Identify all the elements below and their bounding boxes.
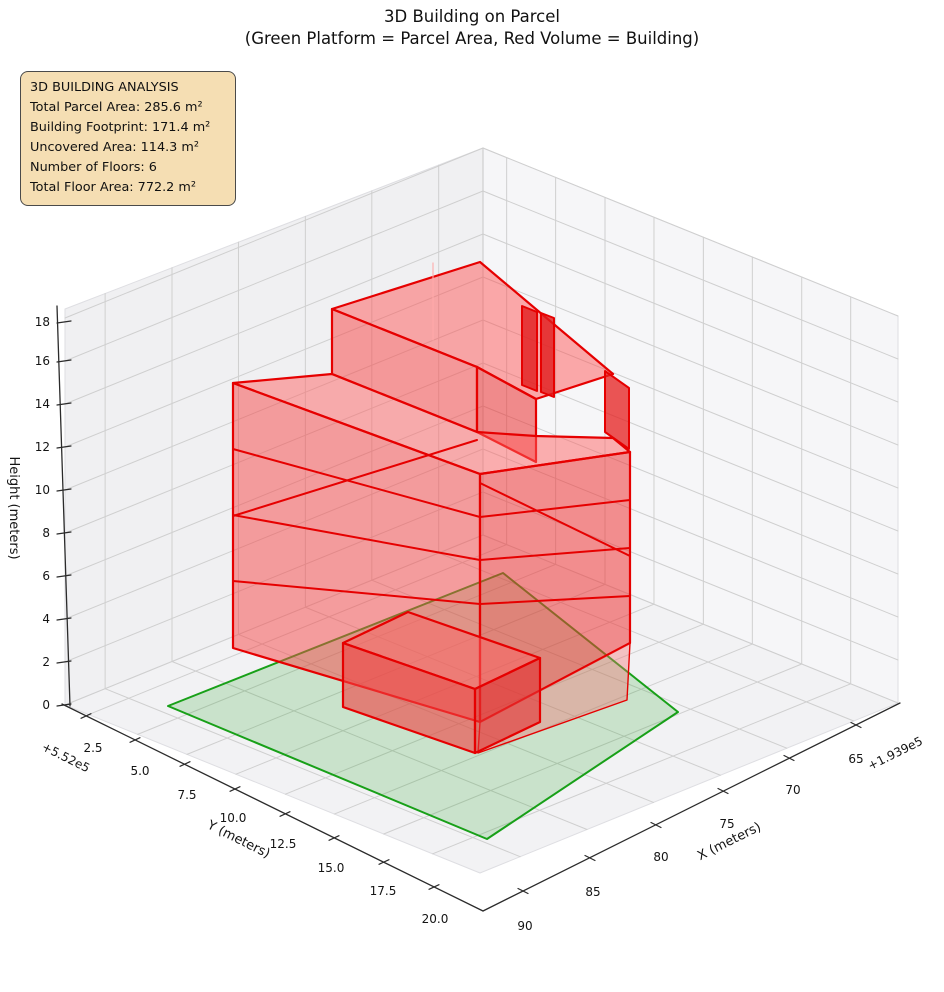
analysis-line: Building Footprint: 171.4 m² xyxy=(30,120,211,135)
analysis-line: Uncovered Area: 114.3 m² xyxy=(30,140,199,155)
z-axis-line xyxy=(56,305,71,707)
y-tick-label: 10.0 xyxy=(220,811,247,825)
building-floor-ring-behind xyxy=(232,439,478,517)
y-tick-label: 20.0 xyxy=(422,912,449,926)
grid-x-floor xyxy=(104,688,521,858)
grid-y-floor xyxy=(432,683,852,855)
analysis-line: Total Parcel Area: 285.6 m² xyxy=(30,100,203,115)
x-tick-label: 80 xyxy=(653,850,668,864)
x-tick-mark xyxy=(584,854,596,862)
z-tick-mark xyxy=(56,574,72,578)
x-axis-line xyxy=(482,702,901,912)
y-tick-label: 5.0 xyxy=(130,764,149,778)
y-tick-label: 15.0 xyxy=(318,861,345,875)
x-tick-mark xyxy=(517,887,529,895)
chart-title: 3D Building on Parcel (Green Platform = … xyxy=(0,6,944,50)
building-floor-line xyxy=(479,547,631,561)
building-floor-line xyxy=(479,499,631,518)
y-tick-label: 7.5 xyxy=(177,788,196,802)
z-tick-label: 14 xyxy=(35,397,50,411)
x-tick-mark xyxy=(717,787,729,795)
chart-title-line1: 3D Building on Parcel xyxy=(384,7,560,26)
z-tick-mark xyxy=(56,359,72,363)
y-tick-mark xyxy=(378,859,390,865)
grid-z-right xyxy=(482,190,899,360)
x-axis-offset-text: +1.939e5 xyxy=(865,734,924,773)
z-tick-label: 12 xyxy=(35,440,50,454)
z-tick-mark xyxy=(56,531,72,535)
z-tick-label: 4 xyxy=(42,612,50,626)
y-tick-label: 2.5 xyxy=(83,741,102,755)
z-tick-label: 8 xyxy=(42,526,50,540)
z-tick-mark xyxy=(56,320,72,324)
building-floor-line xyxy=(479,595,631,605)
grid-z-right xyxy=(482,405,899,575)
building-wing-right xyxy=(473,656,542,755)
z-tick-label: 0 xyxy=(42,698,50,712)
building-floor-line xyxy=(232,514,481,561)
z-tick-mark xyxy=(56,488,72,492)
y-tick-mark xyxy=(428,884,440,890)
y-tick-mark xyxy=(328,835,340,841)
x-tick-label: 75 xyxy=(719,817,734,831)
x-tick-mark xyxy=(783,754,795,762)
grid-z-left xyxy=(64,147,484,319)
grid-z-left xyxy=(64,233,484,405)
grid-z-right xyxy=(482,233,899,403)
y-tick-mark xyxy=(80,713,92,719)
grid-z-left xyxy=(64,190,484,362)
x-tick-mark xyxy=(850,721,862,729)
z-tick-label: 16 xyxy=(35,354,50,368)
building-slab-right xyxy=(604,370,630,450)
building-floor-ring-behind xyxy=(479,482,631,557)
y-tick-mark xyxy=(179,761,191,767)
grid-y-floor xyxy=(383,663,803,835)
z-tick-mark xyxy=(56,703,72,707)
z-tick-mark xyxy=(56,445,72,449)
z-tick-mark xyxy=(56,617,72,621)
x-tick-label: 85 xyxy=(585,885,600,899)
z-axis-label: Height (meters) xyxy=(6,456,21,559)
z-tick-mark xyxy=(56,402,72,406)
y-tick-mark xyxy=(129,737,141,743)
analysis-line: Total Floor Area: 772.2 m² xyxy=(30,180,196,195)
z-tick-label: 18 xyxy=(35,315,50,329)
y-axis-line xyxy=(61,703,484,912)
grid-z-left xyxy=(64,276,484,448)
z-tick-label: 10 xyxy=(35,483,50,497)
chart-title-line2: (Green Platform = Parcel Area, Red Volum… xyxy=(244,29,700,48)
y-tick-label: 17.5 xyxy=(370,884,397,898)
z-tick-mark xyxy=(56,660,72,664)
x-tick-label: 90 xyxy=(517,919,532,933)
y-tick-label: 12.5 xyxy=(270,837,297,851)
z-tick-label: 6 xyxy=(42,569,50,583)
grid-z-right xyxy=(482,147,899,317)
z-tick-label: 2 xyxy=(42,655,50,669)
y-tick-mark xyxy=(279,811,291,817)
analysis-heading: 3D BUILDING ANALYSIS xyxy=(30,80,179,95)
building-slab-a xyxy=(521,305,538,392)
building-floor-line xyxy=(232,448,481,518)
x-tick-mark xyxy=(650,821,662,829)
building-slab-b xyxy=(540,312,555,398)
analysis-annotation-box: 3D BUILDING ANALYSIS Total Parcel Area: … xyxy=(20,71,236,206)
analysis-line: Number of Floors: 6 xyxy=(30,160,157,175)
grid-z-right xyxy=(482,276,899,446)
y-tick-mark xyxy=(229,786,241,792)
x-tick-label: 65 xyxy=(848,752,863,766)
building-floor-line xyxy=(232,580,481,605)
grid-x-floor xyxy=(171,660,588,830)
x-tick-label: 70 xyxy=(785,783,800,797)
building-tall-notch-face xyxy=(475,365,538,464)
